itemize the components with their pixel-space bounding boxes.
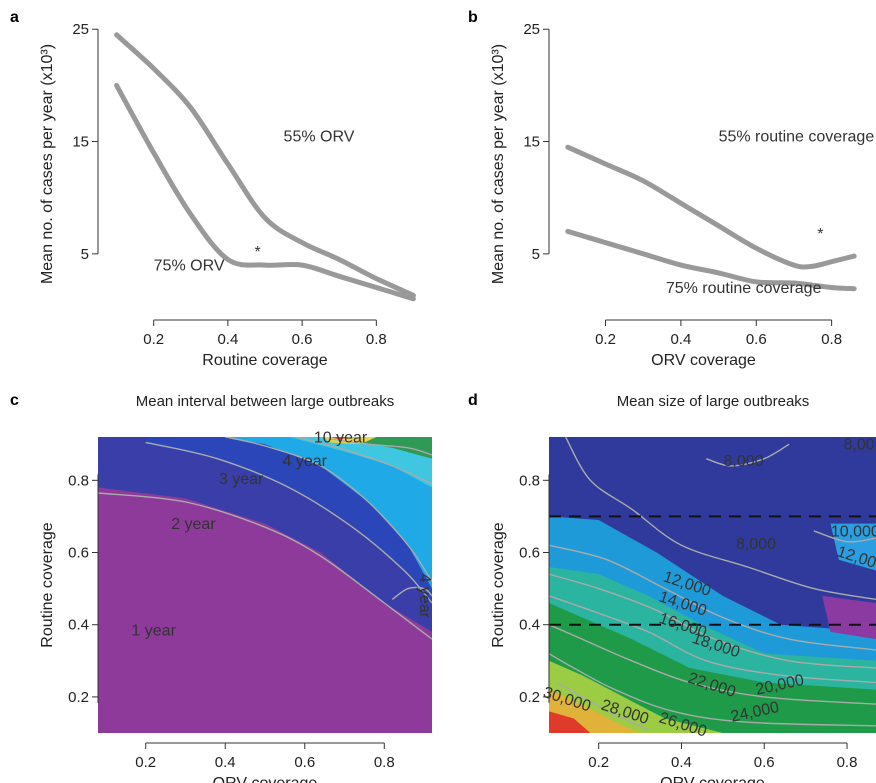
a-y-tick-label: 15 (72, 134, 89, 151)
d-contour-12000 (549, 544, 876, 651)
d-contour-14000 (549, 573, 876, 669)
d-contour-16000 (549, 595, 876, 684)
b-x-tick-label: 0.2 (595, 331, 616, 348)
a-y-label: Mean no. of cases per year (x10³) (39, 44, 56, 284)
heatmap-c (98, 437, 432, 733)
c-contour-6-year (296, 437, 432, 485)
panel-letter-c: c (10, 392, 19, 409)
c-x-tick-label: 0.8 (374, 754, 395, 771)
a-y-tick-label: 25 (72, 21, 89, 38)
d-y-label: Routine coverage (490, 522, 507, 648)
c-contour-3-year (145, 441, 432, 604)
d-field-30000 (549, 711, 591, 733)
d-contour-label: 8,000 (736, 536, 776, 553)
a-y-tick-label: 5 (81, 246, 89, 263)
b-y-tick-label: 15 (523, 134, 540, 151)
c-contour-10-year (328, 438, 432, 456)
b-y-tick-label: 5 (532, 246, 540, 263)
d-contour-8000-b (706, 443, 790, 467)
a-annotation: * (254, 244, 260, 261)
b-annotation: * (817, 226, 823, 243)
d-field-10000 (830, 523, 876, 571)
c-x-tick-label: 0.6 (294, 754, 315, 771)
c-y-tick-label: 0.6 (68, 545, 89, 562)
panel-c-title-text: Mean interval between large outbreaks (136, 393, 395, 410)
c-contour-label: 2 year (171, 516, 216, 533)
a-x-tick-label: 0.2 (143, 331, 164, 348)
c-contour-4-year (225, 437, 432, 582)
c-contour-label: 4 year (416, 574, 433, 619)
a-x-label: Routine coverage (202, 352, 328, 369)
c-contour-2-year (98, 492, 432, 640)
c-field-max (331, 437, 347, 440)
d-x-tick-label: 0.8 (837, 754, 858, 771)
d-contour-label: 8,000 (844, 437, 876, 454)
b-x-tick-label: 0.8 (821, 331, 842, 348)
c-x-tick-label: 0.2 (135, 754, 156, 771)
d-contour-28000 (556, 681, 649, 731)
panel-letter-b: b (468, 9, 478, 26)
d-y-tick-label: 0.2 (519, 689, 540, 706)
b-annotation: 55% routine coverage (719, 129, 875, 146)
b-y-label: Mean no. of cases per year (x10³) (490, 44, 507, 284)
b-x-tick-label: 0.6 (746, 331, 767, 348)
c-y-tick-label: 0.4 (68, 617, 89, 634)
d-contour-22000 (549, 652, 876, 727)
a-x-tick-label: 0.4 (217, 331, 238, 348)
panel-a: 5 15 25 0.2 0.4 0.6 0.8 Routine coverage Mean no… (39, 21, 416, 369)
d-x-tick-label: 0.4 (671, 754, 692, 771)
d-contour-8000 (564, 437, 876, 601)
c-contour-label: 3 year (219, 471, 264, 488)
a-x-tick-label: 0.6 (292, 331, 313, 348)
d-contour-18000 (549, 624, 876, 705)
heatmap-d (549, 437, 876, 733)
b-series-line (565, 144, 857, 270)
c-contour-label: 1 year (131, 623, 176, 640)
a-annotation: 75% ORV (154, 258, 225, 275)
c-field-4-year (225, 437, 432, 589)
c-field-6-year (288, 437, 432, 488)
d-contour-label: 8,000 (724, 453, 764, 470)
d-x-label: ORV coverage (660, 775, 765, 783)
a-series-line (114, 32, 416, 298)
d-x-tick-label: 0.2 (588, 754, 609, 771)
a-series-line (114, 82, 416, 302)
d-contour-label: 10,000 (831, 523, 876, 540)
c-contour-label: 4 year (283, 453, 328, 470)
panel-c: 0.2 0.4 0.6 0.8 0.2 0.4 0.6 0.8 ORV coverage Rout… (39, 429, 433, 783)
panel-letter-a: a (10, 9, 19, 26)
panel-b: 5 15 25 0.2 0.4 0.6 0.8 ORV coverage Mean no. of… (490, 21, 874, 369)
panel-letter-d: d (468, 392, 478, 409)
b-x-label: ORV coverage (651, 352, 756, 369)
d-y-tick-label: 0.6 (519, 545, 540, 562)
c-y-label: Routine coverage (39, 522, 56, 648)
c-contour-label: 10 year (314, 429, 368, 446)
d-y-tick-label: 0.8 (519, 472, 540, 489)
a-annotation: 55% ORV (284, 129, 355, 146)
b-annotation: 75% routine coverage (666, 280, 822, 297)
d-x-tick-label: 0.6 (754, 754, 775, 771)
d-y-tick-label: 0.4 (519, 617, 540, 634)
b-y-tick-label: 25 (523, 21, 540, 38)
a-x-tick-label: 0.8 (366, 331, 387, 348)
c-x-tick-label: 0.4 (215, 754, 236, 771)
c-field-8-year (328, 437, 432, 459)
c-y-tick-label: 0.8 (68, 472, 89, 489)
c-y-tick-label: 0.2 (68, 689, 89, 706)
d-field-20000 (549, 603, 876, 733)
d-contour-10000 (813, 530, 876, 543)
panel-d-title: Mean size of large outbreaks (617, 393, 810, 410)
d-field-purple (822, 595, 876, 640)
b-series-line (565, 228, 857, 292)
c-contour-4-year-b (391, 586, 432, 600)
c-x-label: ORV coverage (213, 775, 318, 783)
b-x-tick-label: 0.4 (670, 331, 691, 348)
